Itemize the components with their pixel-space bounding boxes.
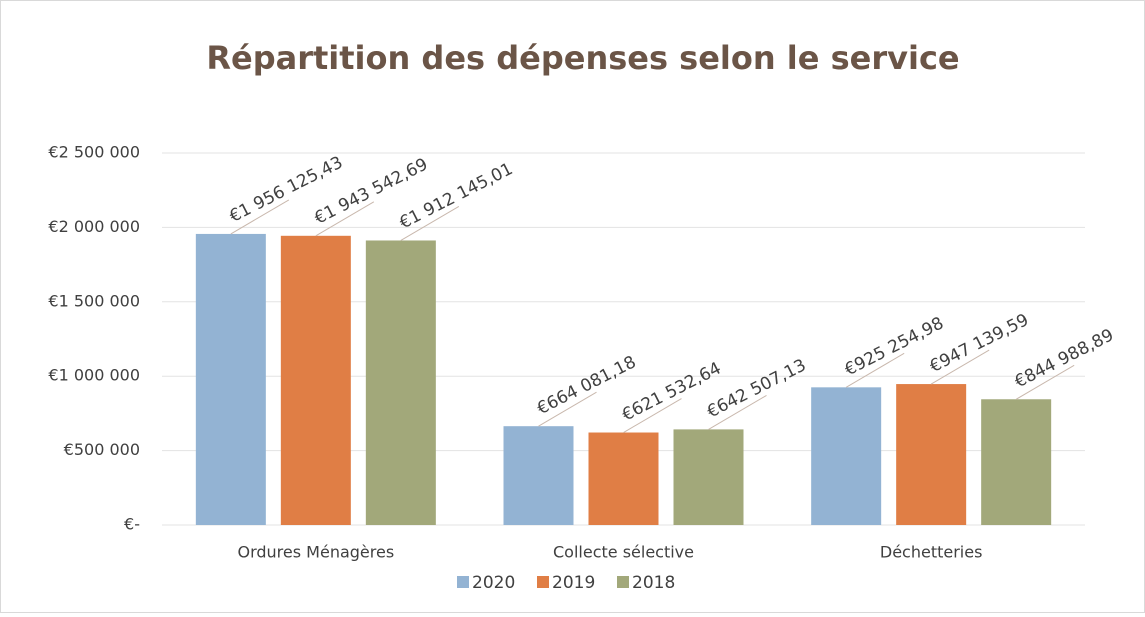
bar bbox=[365, 240, 436, 525]
y-tick-label: €500 000 bbox=[64, 440, 140, 459]
legend-label: 2018 bbox=[632, 573, 675, 593]
x-tick-label: Ordures Ménagères bbox=[237, 543, 394, 562]
leader-line bbox=[845, 352, 905, 388]
bar bbox=[981, 399, 1052, 525]
bar bbox=[673, 429, 744, 525]
x-tick-label: Collecte sélective bbox=[553, 543, 694, 562]
leader-line bbox=[930, 349, 990, 385]
leader-line bbox=[1015, 364, 1075, 400]
legend-swatch bbox=[617, 576, 629, 588]
y-tick-label: €2 500 000 bbox=[48, 143, 140, 162]
x-tick-label: Déchetteries bbox=[880, 543, 983, 562]
y-tick-label: €2 000 000 bbox=[48, 217, 140, 236]
leader-line bbox=[708, 394, 767, 430]
legend-label: 2020 bbox=[472, 573, 515, 593]
legend-swatch bbox=[457, 576, 469, 588]
y-tick-label: €- bbox=[124, 515, 140, 534]
leader-line bbox=[315, 201, 375, 237]
bar bbox=[195, 233, 266, 526]
y-tick-label: €1 000 000 bbox=[48, 366, 140, 385]
legend-label: 2019 bbox=[552, 573, 595, 593]
y-tick-label: €1 500 000 bbox=[48, 291, 140, 310]
leader-line bbox=[230, 199, 290, 235]
chart-title: Répartition des dépenses selon le servic… bbox=[206, 39, 959, 77]
bar bbox=[280, 235, 351, 525]
bar bbox=[896, 384, 967, 525]
leader-line bbox=[538, 391, 597, 427]
leader-line bbox=[623, 398, 682, 433]
bar bbox=[811, 387, 882, 525]
bar bbox=[588, 432, 659, 525]
leader-line bbox=[400, 206, 460, 241]
legend-swatch bbox=[537, 576, 549, 588]
bar bbox=[503, 426, 574, 525]
